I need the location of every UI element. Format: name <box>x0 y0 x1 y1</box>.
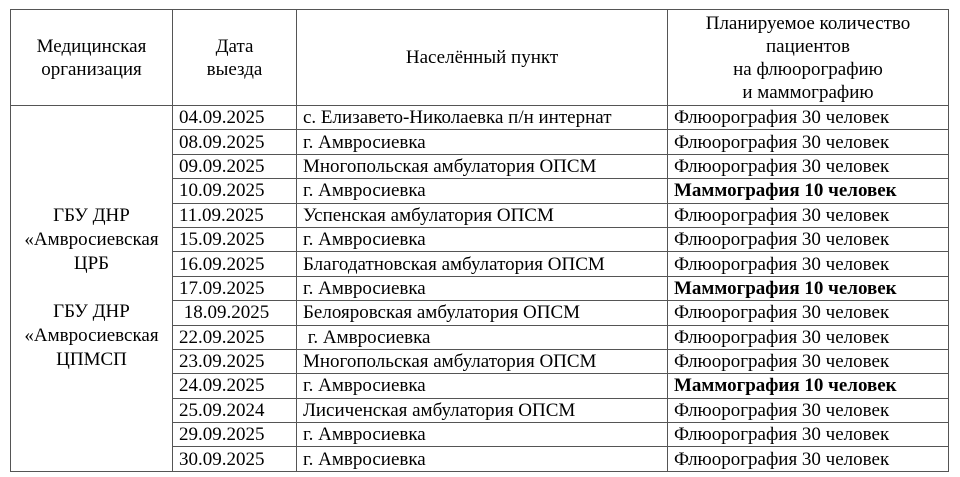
planned-cell: Флюорография 30 человек <box>667 324 949 350</box>
locality-cell: г. Амвросиевка <box>296 226 668 253</box>
planned-cell: Маммография 10 человек <box>667 275 949 302</box>
organization-cell: ГБУ ДНР «Амвросиевская ЦРБ ГБУ ДНР «Амвросие… <box>10 105 173 472</box>
header-line: на флюорографию <box>733 58 883 80</box>
table-row: 17.09.2025 г. Амвросиевка Маммография 10 ч… <box>11 275 949 302</box>
date-cell: 04.09.2025 <box>172 104 297 131</box>
header-line: Медицинская <box>36 35 147 57</box>
organization-line: «Амвросиевская <box>24 325 159 347</box>
header-date: Дата выезда <box>172 9 297 106</box>
header-line: Дата <box>215 35 254 57</box>
planned-cell: Флюорография 30 человек <box>667 397 949 424</box>
locality-cell: г. Амвросиевка <box>296 373 668 399</box>
planned-cell: Флюорография 30 человек <box>667 300 949 326</box>
date-cell: 24.09.2025 <box>172 373 297 399</box>
planned-cell: Флюорография 30 человек <box>667 422 949 448</box>
locality-cell: Успенская амбулатория ОПСМ <box>296 202 668 228</box>
table-row: 23.09.2025 Многопольская амбулатория ОПСМ… <box>11 348 949 375</box>
organization-line: ГБУ ДНР <box>53 301 130 323</box>
locality-cell: с. Елизавето-Николаевка п/н интернат <box>296 104 668 131</box>
locality-cell: Многопольская амбулатория ОПСМ <box>296 153 668 180</box>
date-cell: 29.09.2025 <box>172 422 297 448</box>
organization-line: ГБУ ДНР <box>53 205 130 227</box>
locality-cell: г. Амвросиевка <box>296 178 668 204</box>
organization-line: «Амвросиевская <box>24 229 159 251</box>
locality-cell: Белояровская амбулатория ОПСМ <box>296 300 668 326</box>
header-line: Населённый пункт <box>405 47 559 68</box>
header-line: и маммографию <box>742 81 874 103</box>
locality-cell: г. Амвросиевка <box>296 324 668 350</box>
date-cell: 09.09.2025 <box>172 153 297 180</box>
planned-cell: Маммография 10 человек <box>667 373 949 399</box>
locality-cell: Лисиченская амбулатория ОПСМ <box>296 397 668 424</box>
organization-line: ЦПМСП <box>56 349 127 371</box>
table-row: 24.09.2025 г. Амвросиевка Маммография 10 ч… <box>11 373 949 399</box>
date-cell: 18.09.2025 <box>172 300 297 326</box>
date-cell: 23.09.2025 <box>172 348 297 375</box>
date-cell: 22.09.2025 <box>172 324 297 350</box>
planned-cell: Флюорография 30 человек <box>667 226 949 253</box>
table-row: 18.09.2025 Белояровская амбулатория ОПСМ Ф… <box>11 300 949 326</box>
locality-cell: г. Амвросиевка <box>296 275 668 302</box>
date-cell: 08.09.2025 <box>172 129 297 155</box>
date-cell: 25.09.2024 <box>172 397 297 424</box>
locality-cell: г. Амвросиевка <box>296 129 668 155</box>
planned-cell: Маммография 10 человек <box>667 178 949 204</box>
header-line: организация <box>41 58 142 80</box>
table-row: ГБУ ДНР «Амвросиевская ЦРБ ГБУ ДНР «Амвросие… <box>10 104 949 472</box>
organization-line: ЦРБ <box>73 253 110 275</box>
header-locality: Населённый пункт <box>296 9 668 106</box>
header-planned: Планируемое количество пациентов на флюо… <box>667 9 949 106</box>
date-cell: 10.09.2025 <box>172 178 297 204</box>
locality-cell: г. Амвросиевка <box>296 422 668 448</box>
table-row: 16.09.2025 Благодатновская амбулатория ОП… <box>11 251 949 277</box>
date-cell: 17.09.2025 <box>172 275 297 302</box>
planned-cell: Флюорография 30 человек <box>667 104 949 131</box>
date-cell: 11.09.2025 <box>172 202 297 228</box>
planned-cell: Флюорография 30 человек <box>667 251 949 277</box>
organization-line <box>17 276 166 300</box>
planned-cell: Флюорография 30 человек <box>667 348 949 375</box>
table-row: 30.09.2025 г. Амвросиевка Флюорография 30 … <box>11 446 949 472</box>
planned-cell: Флюорография 30 человек <box>667 202 949 228</box>
table-row: 22.09.2025 г. Амвросиевка Флюорография 30… <box>11 324 949 350</box>
header-line: выезда <box>206 58 263 80</box>
table-row: 10.09.2025 г. Амвросиевка Маммография 10 ч… <box>11 178 949 204</box>
locality-cell: Благодатновская амбулатория ОПСМ <box>296 251 668 277</box>
header-line: Планируемое количество <box>705 12 911 34</box>
header-line: пациентов <box>765 35 851 57</box>
schedule-table: Медицинская организация Дата выезда Насе… <box>10 9 949 472</box>
table-row: 25.09.2024 Лисиченская амбулатория ОПСМ Фл… <box>11 397 949 424</box>
date-cell: 16.09.2025 <box>172 251 297 277</box>
locality-cell: Многопольская амбулатория ОПСМ <box>296 348 668 375</box>
header-row: Медицинская организация Дата выезда Насе… <box>10 9 949 106</box>
planned-cell: Флюорография 30 человек <box>667 129 949 155</box>
locality-cell: г. Амвросиевка <box>296 446 668 472</box>
planned-cell: Флюорография 30 человек <box>667 153 949 180</box>
date-cell: 30.09.2025 <box>172 446 297 472</box>
header-organization: Медицинская организация <box>10 9 173 106</box>
date-cell: 15.09.2025 <box>172 226 297 253</box>
planned-cell: Флюорография 30 человек <box>667 446 949 472</box>
table-row: 15.09.2025 г. Амвросиевка Флюорография 30 … <box>11 226 949 253</box>
table-row: 08.09.2025 г. Амвросиевка Флюорография 30 … <box>11 129 949 155</box>
table-row: 29.09.2025 г. Амвросиевка Флюорография 30 … <box>11 422 949 448</box>
